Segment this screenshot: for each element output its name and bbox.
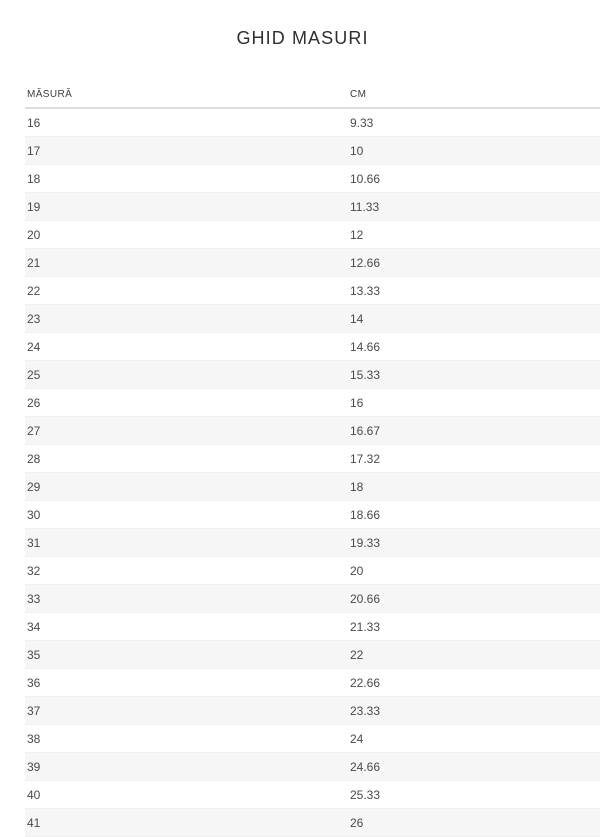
cell-cm: 12.66 xyxy=(348,248,600,277)
cell-size: 22 xyxy=(25,276,348,305)
cell-cm: 10.66 xyxy=(348,164,600,193)
cell-cm: 20.66 xyxy=(348,584,600,613)
cell-cm: 16 xyxy=(348,388,600,417)
cell-cm: 14.66 xyxy=(348,332,600,361)
cell-cm: 24.66 xyxy=(348,752,600,781)
table-row: 40 25.33 xyxy=(25,780,600,809)
cell-cm: 18 xyxy=(348,472,600,501)
table-row: 39 24.66 xyxy=(25,752,600,781)
cell-size: 20 xyxy=(25,220,348,249)
cell-cm: 10 xyxy=(348,136,600,165)
table-row: 41 26 xyxy=(25,808,600,837)
column-header-cm: CM xyxy=(348,89,600,109)
table-row: 28 17.32 xyxy=(25,444,600,473)
cell-cm: 9.33 xyxy=(348,108,600,137)
cell-cm: 21.33 xyxy=(348,612,600,641)
cell-cm: 12 xyxy=(348,220,600,249)
cell-size: 17 xyxy=(25,136,348,165)
cell-size: 21 xyxy=(25,248,348,277)
table-row: 19 11.33 xyxy=(25,192,600,221)
table-row: 38 24 xyxy=(25,724,600,753)
cell-cm: 15.33 xyxy=(348,360,600,389)
table-row: 37 23.33 xyxy=(25,696,600,725)
cell-size: 24 xyxy=(25,332,348,361)
cell-cm: 16.67 xyxy=(348,416,600,445)
cell-size: 27 xyxy=(25,416,348,445)
table-body: 16 9.33 17 10 18 10.66 19 11.33 20 12 21 12.66 22 13.… xyxy=(25,108,600,837)
table-row: 24 14.66 xyxy=(25,332,600,361)
cell-size: 35 xyxy=(25,640,348,669)
cell-size: 25 xyxy=(25,360,348,389)
table-header: MĂSURĂ CM xyxy=(25,89,600,109)
table-row: 35 22 xyxy=(25,640,600,669)
cell-size: 19 xyxy=(25,192,348,221)
cell-size: 29 xyxy=(25,472,348,501)
table-row: 36 22.66 xyxy=(25,668,600,697)
table-row: 30 18.66 xyxy=(25,500,600,529)
table-row: 29 18 xyxy=(25,472,600,501)
cell-size: 16 xyxy=(25,108,348,137)
size-guide-table: MĂSURĂ CM 16 9.33 17 10 18 10.66 19 11.33 20 12 21… xyxy=(25,89,600,837)
cell-cm: 24 xyxy=(348,724,600,753)
table-row: 23 14 xyxy=(25,304,600,333)
table-header-row: MĂSURĂ CM xyxy=(25,89,600,109)
table-row: 25 15.33 xyxy=(25,360,600,389)
column-header-size: MĂSURĂ xyxy=(25,89,348,109)
table-row: 17 10 xyxy=(25,136,600,165)
table-row: 34 21.33 xyxy=(25,612,600,641)
cell-cm: 17.32 xyxy=(348,444,600,473)
cell-size: 41 xyxy=(25,808,348,837)
table-row: 32 20 xyxy=(25,556,600,585)
cell-size: 39 xyxy=(25,752,348,781)
cell-size: 26 xyxy=(25,388,348,417)
table-row: 18 10.66 xyxy=(25,164,600,193)
cell-size: 37 xyxy=(25,696,348,725)
cell-size: 38 xyxy=(25,724,348,753)
cell-size: 33 xyxy=(25,584,348,613)
cell-cm: 22.66 xyxy=(348,668,600,697)
cell-cm: 25.33 xyxy=(348,780,600,809)
table-row: 20 12 xyxy=(25,220,600,249)
cell-cm: 23.33 xyxy=(348,696,600,725)
size-table-container: MĂSURĂ CM 16 9.33 17 10 18 10.66 19 11.33 20 12 21… xyxy=(25,89,600,837)
cell-cm: 14 xyxy=(348,304,600,333)
cell-size: 34 xyxy=(25,612,348,641)
cell-size: 40 xyxy=(25,780,348,809)
cell-cm: 26 xyxy=(348,808,600,837)
cell-size: 18 xyxy=(25,164,348,193)
cell-size: 32 xyxy=(25,556,348,585)
table-row: 16 9.33 xyxy=(25,108,600,137)
table-row: 21 12.66 xyxy=(25,248,600,277)
cell-cm: 13.33 xyxy=(348,276,600,305)
table-row: 31 19.33 xyxy=(25,528,600,557)
cell-cm: 11.33 xyxy=(348,192,600,221)
cell-size: 30 xyxy=(25,500,348,529)
cell-size: 36 xyxy=(25,668,348,697)
page-title: GHID MASURI xyxy=(236,28,369,48)
cell-size: 23 xyxy=(25,304,348,333)
table-row: 22 13.33 xyxy=(25,276,600,305)
cell-size: 28 xyxy=(25,444,348,473)
table-row: 26 16 xyxy=(25,388,600,417)
cell-cm: 22 xyxy=(348,640,600,669)
table-row: 33 20.66 xyxy=(25,584,600,613)
cell-cm: 19.33 xyxy=(348,528,600,557)
cell-cm: 18.66 xyxy=(348,500,600,529)
cell-cm: 20 xyxy=(348,556,600,585)
table-row: 27 16.67 xyxy=(25,416,600,445)
cell-size: 31 xyxy=(25,528,348,557)
